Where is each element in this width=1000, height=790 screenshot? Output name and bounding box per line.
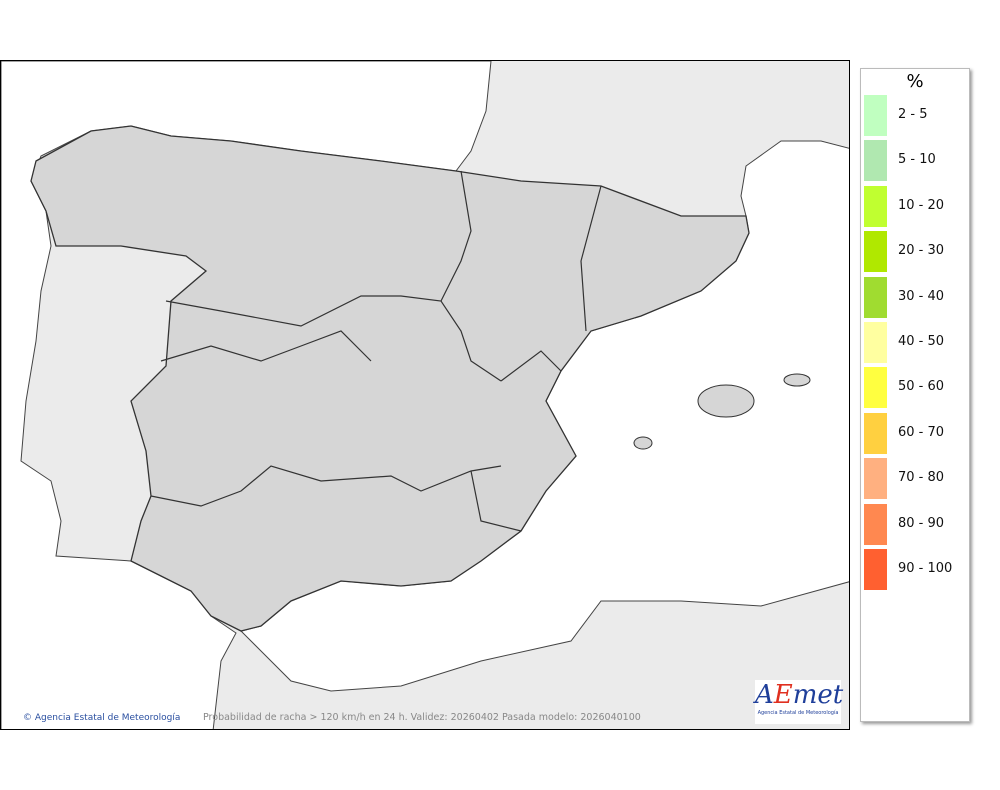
legend-swatch	[864, 140, 887, 182]
legend-item: 90 - 100	[861, 548, 969, 594]
logo-mark: AEmet	[755, 680, 844, 710]
legend-label: 5 - 10	[898, 152, 936, 168]
ibiza	[633, 436, 653, 450]
legend-swatch	[864, 321, 887, 363]
legend-swatch	[864, 367, 887, 409]
legend-label: 70 - 80	[898, 470, 945, 486]
legend-swatch	[864, 503, 887, 545]
legend-title: %	[906, 71, 924, 92]
menorca	[783, 373, 811, 387]
legend-label: 30 - 40	[898, 288, 945, 304]
legend-item: 20 - 30	[861, 231, 969, 276]
legend-swatch	[864, 231, 887, 273]
legend: % 2 - 5 5 - 10 10 - 20 20 - 30 30 - 40 40 - 5…	[860, 68, 970, 722]
logo-subtext: Agencia Estatal de Meteorología	[757, 710, 839, 716]
legend-item: 40 - 50	[861, 321, 969, 367]
map-canvas	[1, 61, 849, 729]
legend-label: 90 - 100	[898, 560, 953, 576]
legend-label: 50 - 60	[898, 379, 945, 395]
legend-item: 70 - 80	[861, 458, 969, 503]
legend-label: 20 - 30	[898, 243, 945, 259]
legend-swatch	[864, 185, 887, 227]
legend-label: 60 - 70	[898, 424, 945, 440]
legend-label: 80 - 90	[898, 515, 945, 531]
aemet-logo: AEmet Agencia Estatal de Meteorología	[755, 680, 844, 724]
legend-swatch	[864, 458, 887, 500]
legend-label: 40 - 50	[898, 333, 945, 349]
legend-item: 80 - 90	[861, 503, 969, 549]
legend-item: 60 - 70	[861, 412, 969, 458]
credit-text: Agencia Estatal de Meteorología	[34, 713, 181, 723]
legend-item: 10 - 20	[861, 185, 969, 231]
legend-item: 5 - 10	[861, 140, 969, 185]
region-borders	[150, 170, 602, 532]
map: © Agencia Estatal de Meteorología Probab…	[0, 60, 850, 730]
legend-swatch	[864, 412, 887, 454]
legend-swatch	[864, 276, 887, 318]
mallorca	[697, 384, 755, 418]
copyright-credit: © Agencia Estatal de Meteorología	[23, 713, 181, 723]
legend-item: 30 - 40	[861, 276, 969, 322]
map-caption: Probabilidad de racha > 120 km/h en 24 h…	[203, 712, 641, 723]
legend-items: 2 - 5 5 - 10 10 - 20 20 - 30 30 - 40 40 - 50 5…	[861, 95, 969, 594]
legend-item: 50 - 60	[861, 367, 969, 412]
legend-label: 10 - 20	[898, 197, 945, 213]
legend-swatch	[864, 95, 887, 136]
legend-item: 2 - 5	[861, 95, 969, 140]
spain-territory	[30, 125, 750, 632]
legend-swatch	[864, 548, 887, 590]
legend-label: 2 - 5	[898, 107, 928, 122]
